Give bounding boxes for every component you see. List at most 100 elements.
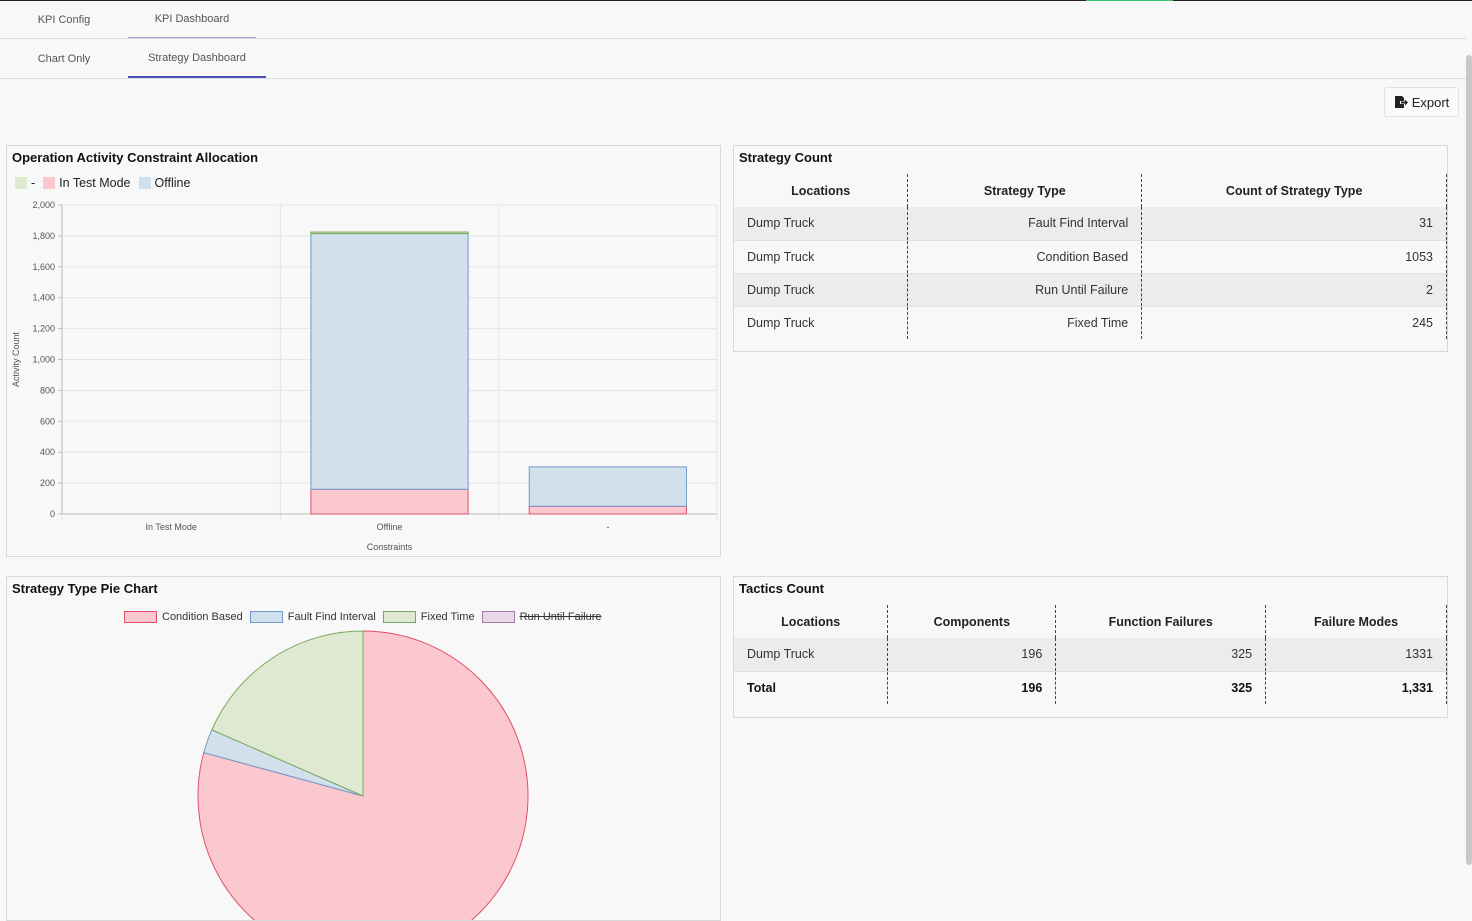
legend-swatch bbox=[138, 177, 151, 189]
pie-chart-panel: Strategy Type Pie Chart Condition Based … bbox=[6, 576, 721, 921]
top-tab-bar: KPI Config KPI Dashboard bbox=[0, 1, 1466, 39]
table-row[interactable]: Dump Truck Run Until Failure 2 bbox=[734, 272, 1447, 306]
y-tick-label: 1,200 bbox=[32, 324, 55, 334]
legend-swatch bbox=[15, 177, 27, 189]
legend-swatch bbox=[249, 611, 283, 623]
pie-chart-legend: Condition Based Fault Find Interval Fixe… bbox=[124, 611, 609, 623]
bar-in-test-mode bbox=[310, 488, 469, 515]
cell-strategy-type: Condition Based bbox=[907, 239, 1143, 273]
tactics-count-table: Locations Components Function Failures F… bbox=[734, 605, 1447, 704]
table-row[interactable]: Dump Truck 196 325 1331 bbox=[734, 638, 1447, 671]
y-tick-label: 1,800 bbox=[32, 231, 55, 241]
legend-label: Offline bbox=[154, 176, 191, 190]
legend-label: Fixed Time bbox=[420, 611, 475, 623]
column-header-function-failures[interactable]: Function Failures bbox=[1055, 605, 1267, 638]
table-header-row: Locations Strategy Type Count of Strateg… bbox=[734, 174, 1447, 207]
y-axis-label: Activity Count bbox=[11, 331, 21, 387]
column-header-strategy-type[interactable]: Strategy Type bbox=[907, 174, 1143, 207]
tab-chart-only[interactable]: Chart Only bbox=[37, 52, 91, 65]
tab-kpi-dashboard[interactable]: KPI Dashboard bbox=[128, 1, 256, 38]
y-tick-label: 800 bbox=[40, 385, 55, 395]
legend-item-condition-based[interactable]: Condition Based bbox=[124, 611, 243, 623]
y-tick-label: 1,600 bbox=[32, 262, 55, 272]
total-row: Total 196 325 1,331 bbox=[734, 670, 1447, 704]
bar-offline bbox=[310, 233, 469, 490]
cell-strategy-type: Run Until Failure bbox=[907, 272, 1143, 306]
y-tick-label: 600 bbox=[40, 416, 55, 426]
strategy-count-table: Locations Strategy Type Count of Strateg… bbox=[734, 174, 1447, 339]
cell-location: Dump Truck bbox=[734, 272, 909, 306]
y-tick-label: 1,400 bbox=[32, 293, 55, 303]
table-row[interactable]: Dump Truck Fixed Time 245 bbox=[734, 305, 1447, 339]
cell-strategy-type: Fault Find Interval bbox=[907, 207, 1143, 240]
legend-item-in-test-mode[interactable]: In Test Mode bbox=[43, 176, 131, 190]
legend-item-run-until-failure[interactable]: Run Until Failure bbox=[481, 611, 602, 623]
cell-total-components: 196 bbox=[887, 670, 1057, 704]
column-header-components[interactable]: Components bbox=[887, 605, 1057, 638]
bar-chart-panel: Operation Activity Constraint Allocation… bbox=[6, 145, 721, 557]
legend-label: Fault Find Interval bbox=[287, 611, 376, 623]
x-tick-label: Offline bbox=[377, 522, 403, 532]
legend-item-fixed-time[interactable]: Fixed Time bbox=[382, 611, 475, 623]
table-row[interactable]: Dump Truck Condition Based 1053 bbox=[734, 239, 1447, 273]
x-tick-label: - bbox=[606, 522, 609, 532]
cell-location: Dump Truck bbox=[734, 207, 909, 240]
bar-offline bbox=[528, 466, 687, 507]
table-header-row: Locations Components Function Failures F… bbox=[734, 605, 1447, 638]
legend-swatch bbox=[43, 177, 56, 189]
legend-swatch bbox=[382, 611, 416, 623]
cell-function-failures: 325 bbox=[1055, 638, 1267, 671]
y-tick-label: 0 bbox=[50, 509, 55, 519]
bar-- bbox=[310, 231, 469, 235]
cell-total-function-failures: 325 bbox=[1055, 670, 1267, 704]
tab-kpi-config[interactable]: KPI Config bbox=[37, 13, 91, 26]
cell-count: 245 bbox=[1141, 305, 1447, 339]
pie-chart-title: Strategy Type Pie Chart bbox=[12, 581, 158, 596]
legend-item-offline[interactable]: Offline bbox=[138, 176, 191, 190]
export-label: Export bbox=[1411, 94, 1450, 110]
bar-chart-legend: - In Test Mode Offline bbox=[15, 176, 198, 190]
cell-failure-modes: 1331 bbox=[1265, 638, 1447, 671]
pie-slice-fixed-time bbox=[211, 630, 364, 797]
legend-label: In Test Mode bbox=[59, 176, 131, 190]
top-border bbox=[0, 0, 1472, 1]
cell-location: Dump Truck bbox=[734, 638, 889, 671]
legend-item-fault-find-interval[interactable]: Fault Find Interval bbox=[249, 611, 376, 623]
pie-chart bbox=[197, 630, 529, 920]
strategy-count-title: Strategy Count bbox=[739, 150, 833, 165]
tactics-count-title: Tactics Count bbox=[739, 581, 824, 596]
tab-strategy-dashboard[interactable]: Strategy Dashboard bbox=[128, 39, 266, 78]
legend-item-dash[interactable]: - bbox=[15, 176, 35, 190]
cell-strategy-type: Fixed Time bbox=[907, 305, 1143, 339]
x-axis-label: Constraints bbox=[367, 542, 413, 552]
y-tick-label: 1,000 bbox=[32, 355, 55, 365]
table-row[interactable]: Dump Truck Fault Find Interval 31 bbox=[734, 207, 1447, 240]
sub-tab-bar: Chart Only Strategy Dashboard bbox=[0, 39, 1466, 79]
y-tick-label: 400 bbox=[40, 447, 55, 457]
x-tick-label: In Test Mode bbox=[145, 522, 196, 532]
legend-label: - bbox=[31, 176, 36, 190]
cell-count: 2 bbox=[1141, 272, 1447, 306]
export-icon bbox=[1394, 96, 1408, 108]
cell-count: 31 bbox=[1141, 207, 1447, 240]
legend-swatch bbox=[124, 611, 157, 623]
scrollbar[interactable] bbox=[1466, 55, 1472, 865]
y-tick-label: 200 bbox=[40, 478, 55, 488]
bar-in-test-mode bbox=[528, 505, 687, 515]
cell-components: 196 bbox=[887, 638, 1057, 671]
legend-label: Run Until Failure bbox=[519, 611, 602, 623]
export-button[interactable]: Export bbox=[1384, 87, 1459, 117]
strategy-count-panel: Strategy Count Locations Strategy Type C… bbox=[733, 145, 1448, 352]
column-header-failure-modes[interactable]: Failure Modes bbox=[1265, 605, 1447, 638]
legend-label: Condition Based bbox=[162, 611, 243, 623]
column-header-locations[interactable]: Locations bbox=[734, 174, 909, 207]
pie-slice-condition-based bbox=[197, 630, 529, 920]
cell-total-label: Total bbox=[734, 670, 889, 704]
cell-count: 1053 bbox=[1141, 239, 1447, 273]
cell-location: Dump Truck bbox=[734, 239, 909, 273]
column-header-count[interactable]: Count of Strategy Type bbox=[1141, 174, 1447, 207]
column-header-locations[interactable]: Locations bbox=[734, 605, 889, 638]
tactics-count-panel: Tactics Count Locations Components Funct… bbox=[733, 576, 1448, 718]
bar-chart: 0 200 400 600 800 1,000 1,200 1,400 1,600 1,800 2,… bbox=[11, 200, 718, 552]
bar-chart-title: Operation Activity Constraint Allocation bbox=[12, 150, 259, 165]
